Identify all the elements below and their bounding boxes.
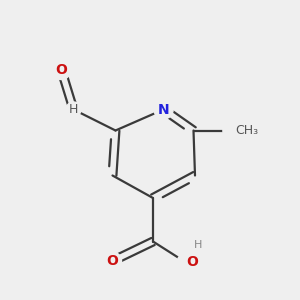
Text: CH₃: CH₃ bbox=[236, 124, 259, 137]
Circle shape bbox=[223, 118, 248, 143]
Circle shape bbox=[177, 254, 195, 272]
Text: O: O bbox=[106, 254, 119, 268]
Text: H: H bbox=[69, 103, 78, 116]
Text: N: N bbox=[158, 103, 169, 116]
Circle shape bbox=[154, 100, 173, 119]
Text: H: H bbox=[194, 239, 202, 250]
Circle shape bbox=[103, 252, 122, 270]
Circle shape bbox=[52, 61, 70, 80]
Circle shape bbox=[66, 102, 81, 117]
Text: O: O bbox=[186, 256, 198, 269]
Text: O: O bbox=[56, 64, 68, 77]
